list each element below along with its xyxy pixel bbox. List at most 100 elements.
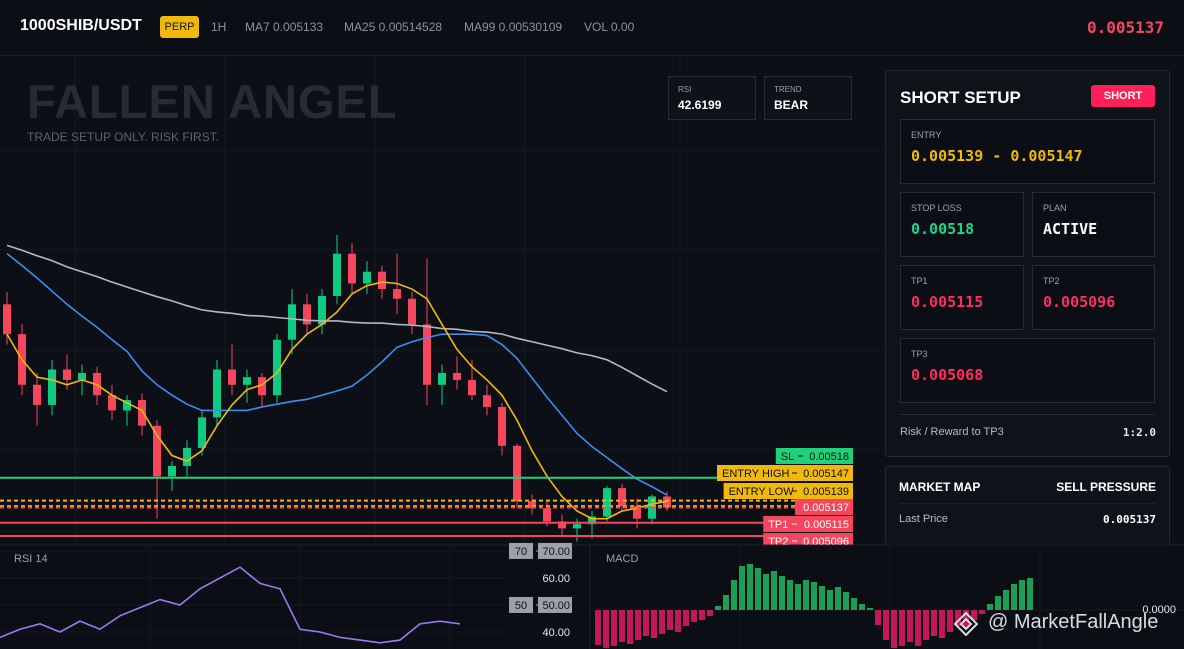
candle-body bbox=[48, 369, 56, 405]
tick-box bbox=[538, 542, 572, 559]
background-grid bbox=[0, 56, 885, 545]
level-label: TP1 bbox=[768, 519, 788, 531]
interval[interactable]: 1H bbox=[211, 20, 227, 34]
candle-body bbox=[573, 524, 581, 529]
candle-body bbox=[3, 304, 11, 335]
histogram-bar bbox=[1019, 580, 1025, 610]
card: PLAN ACTIVE bbox=[1032, 192, 1155, 257]
card: STOP LOSS 0.00518 bbox=[900, 192, 1024, 257]
histogram-bar bbox=[851, 598, 857, 610]
card-value: 0.005115 bbox=[911, 293, 984, 311]
card-value: 0.005096 bbox=[1043, 293, 1116, 311]
candle-body bbox=[498, 406, 506, 446]
candle-body bbox=[108, 395, 116, 411]
card-value: ACTIVE bbox=[1043, 220, 1098, 238]
card-value: 0.005068 bbox=[911, 366, 984, 384]
setup-title: SHORT SETUP bbox=[900, 88, 1021, 107]
market-status: SELL PRESSURE bbox=[1056, 480, 1156, 494]
card: TP1 0.005115 bbox=[900, 265, 1024, 330]
price-chart bbox=[0, 234, 853, 542]
histogram-bar bbox=[771, 571, 777, 610]
indicator: MA25 0.00514528 bbox=[344, 20, 443, 34]
setup-panel: SHORT SETUP SHORT ENTRY 0.005139 - 0.005… bbox=[885, 70, 1170, 457]
level-box bbox=[509, 596, 533, 613]
level-tag bbox=[795, 499, 853, 515]
histogram-bar bbox=[915, 610, 921, 646]
candle-body bbox=[558, 521, 566, 529]
histogram-bar bbox=[843, 592, 849, 610]
stat-value: 42.6199 bbox=[678, 98, 722, 112]
histogram-bar bbox=[875, 610, 881, 625]
indicator: MA7 0.005133 bbox=[245, 20, 324, 34]
watermark-icon bbox=[954, 612, 978, 636]
candle-body bbox=[318, 295, 326, 325]
histogram-bar bbox=[811, 582, 817, 610]
level-label: 50 bbox=[515, 600, 527, 612]
tick-box bbox=[538, 596, 572, 613]
histogram-bar bbox=[931, 610, 937, 636]
symbol[interactable]: 1000SHIB/USDT bbox=[20, 17, 142, 34]
histogram-bar bbox=[923, 610, 929, 640]
moving-average bbox=[6, 244, 668, 393]
candle-body bbox=[168, 465, 176, 477]
indicator: MA99 0.00530109 bbox=[464, 20, 563, 34]
watermark: @ MarketFallAngle bbox=[988, 611, 1159, 633]
histogram-bar bbox=[747, 564, 753, 610]
histogram-bar bbox=[739, 566, 745, 610]
overlay-subtitle: TRADE SETUP ONLY. RISK FIRST. bbox=[27, 130, 220, 144]
histogram-bar bbox=[723, 595, 729, 610]
histogram-bar bbox=[611, 610, 617, 646]
histogram-bar bbox=[627, 610, 633, 644]
candle-body bbox=[618, 488, 626, 507]
candle-body bbox=[633, 506, 641, 519]
card-label: TP2 bbox=[1043, 276, 1060, 286]
histogram-bar bbox=[803, 580, 809, 610]
histogram-bar bbox=[971, 610, 977, 620]
candle-body bbox=[423, 324, 431, 385]
candle-body bbox=[363, 271, 371, 284]
histogram-bar bbox=[715, 606, 721, 610]
histogram-bar bbox=[619, 610, 625, 642]
histogram-bar bbox=[1003, 590, 1009, 610]
histogram-bar bbox=[683, 610, 689, 626]
histogram-bar bbox=[595, 610, 601, 645]
histogram-bar bbox=[987, 604, 993, 610]
histogram-bar bbox=[819, 586, 825, 610]
rsi-chart: 70.00 60.00 50.00 40.00 70 50 bbox=[0, 542, 572, 644]
candle-body bbox=[288, 304, 296, 340]
candle-body bbox=[63, 369, 71, 380]
level-label: ENTRY HIGH bbox=[722, 468, 789, 480]
card-label: STOP LOSS bbox=[911, 203, 962, 213]
market-map-panel: MARKET MAP SELL PRESSURE Last Price 0.00… bbox=[885, 466, 1170, 545]
level-value: 0.005137 bbox=[803, 502, 849, 514]
moving-average bbox=[6, 281, 668, 520]
histogram-bar bbox=[795, 584, 801, 610]
level-value: 0.005139 bbox=[803, 486, 849, 498]
histogram-bar bbox=[827, 590, 833, 610]
histogram-bar bbox=[731, 580, 737, 610]
histogram-bar bbox=[779, 576, 785, 610]
candle-body bbox=[198, 417, 206, 448]
card-label: TP3 bbox=[911, 349, 928, 359]
card-value: 0.00518 bbox=[911, 220, 975, 238]
y-tick-label: 70.00 bbox=[542, 546, 570, 558]
histogram-bar bbox=[1027, 578, 1033, 610]
macd-title: MACD bbox=[606, 553, 638, 565]
histogram-bar bbox=[947, 610, 953, 632]
candle-body bbox=[408, 298, 416, 325]
histogram-bar bbox=[995, 596, 1001, 610]
candle-body bbox=[333, 253, 341, 296]
stat-label: RSI bbox=[678, 85, 692, 94]
candle-body bbox=[348, 253, 356, 284]
histogram-bar bbox=[699, 610, 705, 620]
side-badge: SHORT bbox=[1091, 85, 1155, 107]
top-bar: 1000SHIB/USDT PERP 1H MA7 0.005133 MA25 … bbox=[0, 0, 1184, 56]
level-tag bbox=[763, 516, 853, 532]
card-value: 0.005139 - 0.005147 bbox=[911, 147, 1083, 165]
histogram-bar bbox=[891, 610, 897, 648]
card: TP2 0.005096 bbox=[1032, 265, 1155, 330]
badge: PERP bbox=[160, 16, 199, 38]
card-label: PLAN bbox=[1043, 203, 1067, 213]
level-tag bbox=[775, 448, 853, 464]
